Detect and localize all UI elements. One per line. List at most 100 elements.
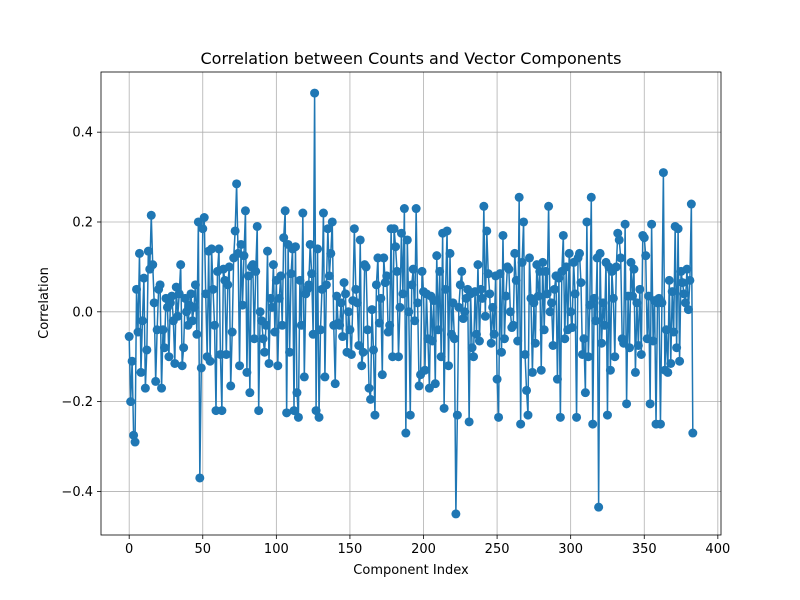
- point: [240, 206, 250, 216]
- point: [265, 293, 275, 303]
- point: [672, 343, 682, 353]
- point: [405, 410, 415, 420]
- point: [192, 329, 202, 339]
- point: [355, 235, 365, 245]
- point: [377, 370, 387, 380]
- point: [187, 316, 197, 326]
- point: [595, 248, 605, 258]
- point: [547, 298, 557, 308]
- point: [239, 251, 249, 261]
- point: [326, 248, 336, 258]
- point: [473, 260, 483, 270]
- point: [572, 412, 582, 422]
- point: [544, 201, 554, 211]
- x-tick-label: 200: [411, 542, 436, 557]
- point: [393, 352, 403, 362]
- point: [290, 242, 300, 252]
- point: [308, 329, 318, 339]
- point: [139, 273, 149, 283]
- point: [321, 280, 331, 290]
- point: [433, 325, 443, 335]
- point: [666, 358, 676, 368]
- point: [561, 262, 571, 272]
- point: [346, 349, 356, 359]
- point: [474, 336, 484, 346]
- point: [458, 314, 468, 324]
- point: [336, 298, 346, 308]
- point: [527, 367, 537, 377]
- x-tick-label: 150: [338, 542, 363, 557]
- point: [232, 179, 242, 189]
- point: [293, 412, 303, 422]
- point: [648, 336, 658, 346]
- point: [442, 226, 452, 236]
- point: [136, 367, 146, 377]
- point: [201, 289, 211, 299]
- point: [429, 296, 439, 306]
- point: [357, 361, 367, 371]
- point: [179, 343, 189, 353]
- point: [370, 410, 380, 420]
- point: [170, 358, 180, 368]
- point: [258, 334, 268, 344]
- point: [158, 325, 168, 335]
- point: [242, 367, 252, 377]
- point: [523, 410, 533, 420]
- point: [675, 356, 685, 366]
- point: [260, 347, 270, 357]
- point: [661, 325, 671, 335]
- point: [614, 235, 624, 245]
- point: [314, 412, 324, 422]
- point: [349, 224, 359, 234]
- point: [186, 289, 196, 299]
- point: [483, 269, 493, 279]
- point: [508, 320, 518, 330]
- point: [626, 257, 636, 267]
- point: [245, 388, 255, 398]
- point: [343, 307, 353, 317]
- point: [499, 334, 509, 344]
- x-tick-label: 100: [264, 542, 289, 557]
- point: [385, 320, 395, 330]
- point: [480, 311, 490, 321]
- point: [351, 284, 361, 294]
- point: [157, 383, 167, 393]
- point: [629, 264, 639, 274]
- point: [236, 239, 246, 249]
- point: [404, 307, 414, 317]
- plot-frame: [100, 71, 722, 536]
- point: [471, 329, 481, 339]
- point: [597, 338, 607, 348]
- y-tick-label: 0.0: [72, 305, 93, 320]
- point: [575, 248, 585, 258]
- point: [600, 320, 610, 330]
- point: [310, 88, 320, 98]
- point: [341, 289, 351, 299]
- point: [594, 502, 604, 512]
- point: [127, 356, 137, 366]
- point: [345, 325, 355, 335]
- y-tick-label: −0.4: [61, 485, 93, 500]
- point: [320, 372, 330, 382]
- point: [401, 428, 411, 438]
- point: [130, 437, 140, 447]
- point: [243, 271, 253, 281]
- point: [274, 293, 284, 303]
- point: [129, 430, 139, 440]
- point: [140, 383, 150, 393]
- point: [591, 316, 601, 326]
- point: [160, 343, 170, 353]
- point: [299, 372, 309, 382]
- point: [432, 251, 442, 261]
- point: [519, 217, 529, 227]
- point: [226, 381, 236, 391]
- y-tick-label: 0.4: [72, 126, 93, 141]
- point: [361, 262, 371, 272]
- point: [435, 266, 445, 276]
- point: [126, 397, 136, 407]
- point: [467, 343, 477, 353]
- point: [270, 327, 280, 337]
- point: [585, 300, 595, 310]
- point: [410, 316, 420, 326]
